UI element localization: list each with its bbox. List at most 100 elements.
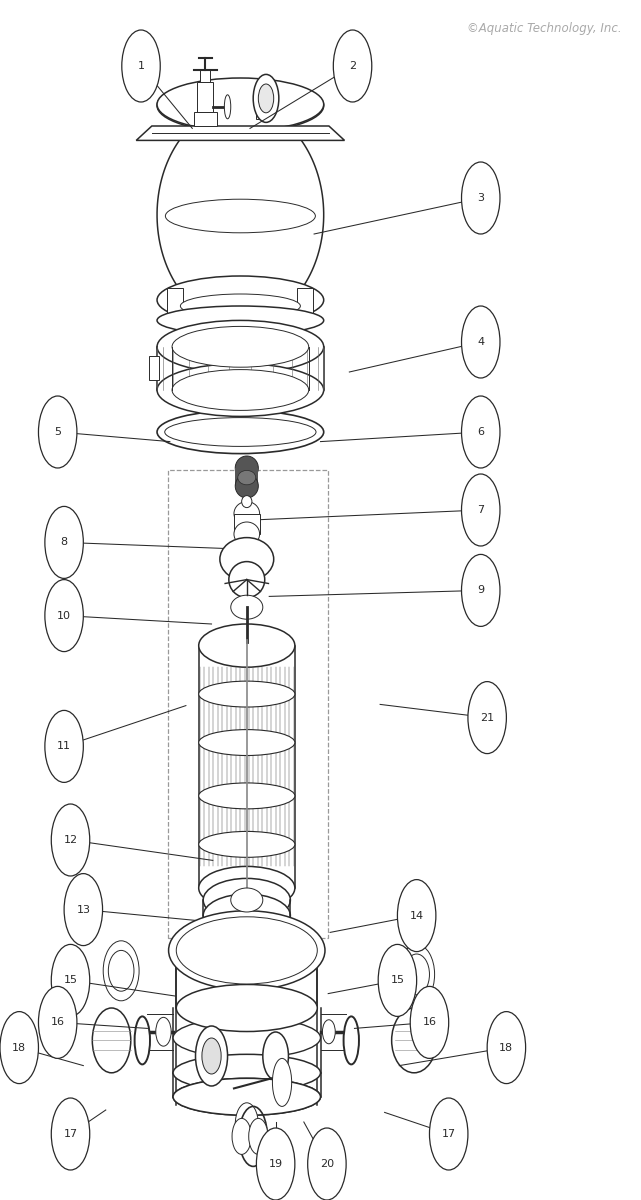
Text: 11: 11 <box>57 742 71 751</box>
Ellipse shape <box>199 919 295 953</box>
Ellipse shape <box>199 782 295 809</box>
Ellipse shape <box>176 984 317 1032</box>
Circle shape <box>51 944 90 1016</box>
Text: 8: 8 <box>60 538 68 547</box>
Ellipse shape <box>173 1055 320 1091</box>
Ellipse shape <box>157 410 324 454</box>
Ellipse shape <box>165 199 315 233</box>
Text: 19: 19 <box>269 1159 283 1169</box>
Bar <box>149 356 159 380</box>
Ellipse shape <box>229 562 265 598</box>
Circle shape <box>64 874 103 946</box>
Bar <box>194 112 217 126</box>
Text: 10: 10 <box>57 611 71 620</box>
Ellipse shape <box>404 954 429 995</box>
Polygon shape <box>157 106 324 324</box>
Circle shape <box>333 30 372 102</box>
Text: 1: 1 <box>138 61 144 71</box>
Ellipse shape <box>231 595 263 619</box>
Circle shape <box>487 1012 526 1084</box>
Circle shape <box>38 986 77 1058</box>
Ellipse shape <box>203 878 290 922</box>
Ellipse shape <box>199 730 295 756</box>
Text: 3: 3 <box>478 193 484 203</box>
Ellipse shape <box>199 624 295 667</box>
Text: 17: 17 <box>63 1129 78 1139</box>
Bar <box>234 514 260 534</box>
Text: 5: 5 <box>54 427 61 437</box>
Text: 20: 20 <box>320 1159 334 1169</box>
Ellipse shape <box>238 470 256 485</box>
Circle shape <box>45 580 83 652</box>
Bar <box>197 82 213 112</box>
Bar <box>200 70 210 82</box>
Ellipse shape <box>135 1016 150 1064</box>
Circle shape <box>462 396 500 468</box>
Ellipse shape <box>169 911 325 990</box>
Text: ©Aquatic Technology, Inc.: ©Aquatic Technology, Inc. <box>467 22 622 35</box>
Circle shape <box>462 554 500 626</box>
Circle shape <box>462 162 500 234</box>
Ellipse shape <box>176 917 317 984</box>
Circle shape <box>122 30 160 102</box>
Text: 21: 21 <box>480 713 494 722</box>
Ellipse shape <box>172 326 309 367</box>
Circle shape <box>378 944 417 1016</box>
Circle shape <box>232 1118 251 1154</box>
Text: 18: 18 <box>12 1043 26 1052</box>
Ellipse shape <box>399 944 435 1004</box>
Ellipse shape <box>199 832 295 857</box>
Ellipse shape <box>231 888 263 912</box>
Ellipse shape <box>392 1008 437 1073</box>
Ellipse shape <box>235 456 258 480</box>
Ellipse shape <box>157 320 324 373</box>
Text: 15: 15 <box>63 976 78 985</box>
Ellipse shape <box>220 538 274 581</box>
Circle shape <box>468 682 506 754</box>
Bar <box>256 95 263 119</box>
Circle shape <box>308 1128 346 1200</box>
Text: 15: 15 <box>390 976 404 985</box>
Circle shape <box>322 1020 335 1044</box>
Text: 18: 18 <box>499 1043 513 1052</box>
Ellipse shape <box>235 474 258 498</box>
Ellipse shape <box>173 1079 320 1115</box>
Ellipse shape <box>203 894 290 937</box>
Text: 7: 7 <box>477 505 485 515</box>
Ellipse shape <box>173 1018 320 1058</box>
Bar <box>168 470 328 938</box>
Ellipse shape <box>239 918 254 942</box>
Text: 16: 16 <box>422 1018 437 1027</box>
Ellipse shape <box>224 95 231 119</box>
Ellipse shape <box>199 866 295 910</box>
Ellipse shape <box>205 925 288 947</box>
Ellipse shape <box>199 682 295 707</box>
Circle shape <box>45 710 83 782</box>
Circle shape <box>258 84 274 113</box>
Ellipse shape <box>157 79 324 132</box>
Ellipse shape <box>344 1016 359 1064</box>
Ellipse shape <box>92 1008 131 1073</box>
Ellipse shape <box>180 294 301 318</box>
Circle shape <box>45 506 83 578</box>
Circle shape <box>156 1018 171 1046</box>
Bar <box>297 288 313 318</box>
Circle shape <box>38 396 77 468</box>
Text: 13: 13 <box>76 905 90 914</box>
Ellipse shape <box>157 78 324 131</box>
Bar <box>167 288 183 318</box>
Text: 12: 12 <box>63 835 78 845</box>
Text: 14: 14 <box>410 911 424 920</box>
Circle shape <box>256 1128 295 1200</box>
Circle shape <box>397 880 436 952</box>
Circle shape <box>462 306 500 378</box>
Ellipse shape <box>242 496 252 508</box>
Ellipse shape <box>173 1079 320 1115</box>
Text: 17: 17 <box>442 1129 456 1139</box>
Polygon shape <box>137 126 345 140</box>
Text: 2: 2 <box>349 61 356 71</box>
Bar <box>176 950 317 1105</box>
Circle shape <box>51 804 90 876</box>
Circle shape <box>202 1038 221 1074</box>
Circle shape <box>196 1026 228 1086</box>
